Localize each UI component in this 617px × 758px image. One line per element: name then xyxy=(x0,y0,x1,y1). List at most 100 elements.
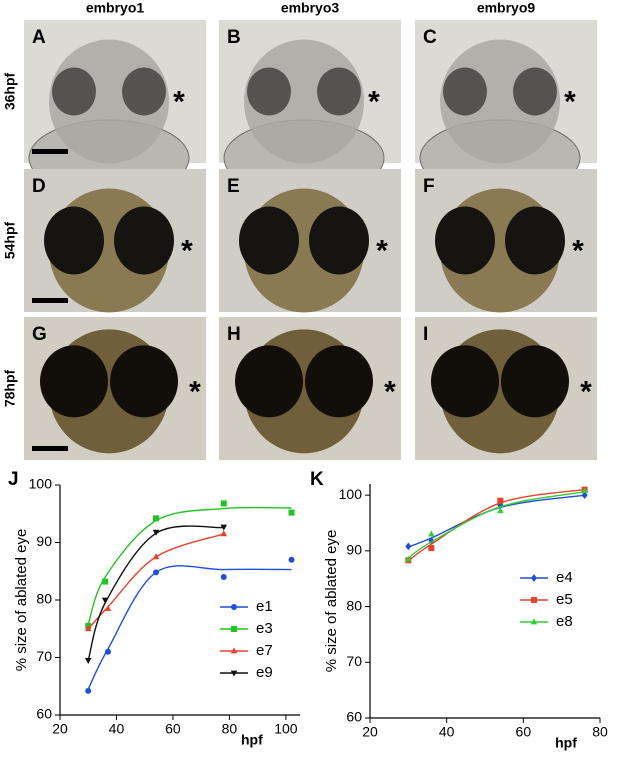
row-label: 54hpf xyxy=(2,221,18,259)
marker xyxy=(288,509,295,516)
legend-label: e7 xyxy=(256,642,273,659)
marker xyxy=(581,487,588,494)
fit-line xyxy=(407,488,585,562)
eye xyxy=(40,345,108,418)
eye xyxy=(44,206,104,275)
eye xyxy=(443,67,487,116)
column-header: embryo1 xyxy=(86,0,145,16)
panel-letter: K xyxy=(310,469,324,490)
marker xyxy=(497,497,504,504)
marker xyxy=(428,545,435,552)
panel-letter: C xyxy=(423,27,437,48)
legend-label: e3 xyxy=(256,620,273,637)
marker xyxy=(405,555,412,562)
eye xyxy=(435,206,495,275)
legend-marker xyxy=(230,670,238,677)
panel-letter: I xyxy=(423,324,428,345)
eye xyxy=(305,345,373,418)
legend-marker xyxy=(530,618,538,625)
eye xyxy=(513,67,557,116)
marker xyxy=(405,542,412,551)
x-tick-label: 20 xyxy=(362,724,378,740)
y-tick-label: 70 xyxy=(36,648,52,664)
column-header: embryo9 xyxy=(477,0,536,16)
marker xyxy=(153,569,159,576)
panel-letter: A xyxy=(32,27,46,48)
marker xyxy=(220,574,227,580)
marker xyxy=(104,605,112,612)
y-tick-label: 100 xyxy=(29,476,53,492)
eye xyxy=(431,345,499,418)
y-tick-label: 80 xyxy=(346,597,362,613)
fit-line xyxy=(407,491,585,559)
legend-marker xyxy=(531,574,537,582)
asterisk: * xyxy=(189,375,201,408)
asterisk: * xyxy=(384,375,396,408)
asterisk: * xyxy=(580,375,592,408)
legend-label: e4 xyxy=(556,569,573,586)
x-tick-label: 40 xyxy=(109,721,125,737)
panel-letter: J xyxy=(8,469,19,490)
x-tick-label: 60 xyxy=(165,721,181,737)
legend-label: e1 xyxy=(256,598,273,615)
fit-line xyxy=(87,533,224,630)
legend-label: e5 xyxy=(556,591,573,608)
legend-marker xyxy=(531,597,537,603)
y-tick-label: 90 xyxy=(36,533,52,549)
eye xyxy=(505,206,565,275)
asterisk: * xyxy=(368,85,380,118)
panel-letter: H xyxy=(227,324,241,345)
eye xyxy=(110,345,178,418)
marker xyxy=(101,597,109,604)
eye xyxy=(52,67,96,116)
x-axis-label: hpf xyxy=(555,735,577,751)
panel-letter: E xyxy=(227,176,240,197)
eye xyxy=(317,67,361,116)
eye xyxy=(235,345,303,418)
eye xyxy=(122,67,166,116)
marker xyxy=(428,530,435,537)
legend-label: e9 xyxy=(256,664,273,681)
marker xyxy=(220,500,227,507)
marker xyxy=(84,657,92,664)
eye xyxy=(309,206,369,275)
panel-letter: F xyxy=(423,176,435,197)
asterisk: * xyxy=(181,234,193,267)
marker xyxy=(152,529,160,536)
scale-bar xyxy=(32,149,68,154)
marker xyxy=(84,625,92,632)
x-axis-label: hpf xyxy=(241,732,263,748)
row-label: 36hpf xyxy=(2,72,18,110)
marker xyxy=(152,553,160,560)
x-tick-label: 80 xyxy=(592,724,608,740)
x-tick-label: 40 xyxy=(439,724,455,740)
eye xyxy=(501,345,569,418)
y-tick-label: 90 xyxy=(346,542,362,558)
eye xyxy=(114,206,174,275)
y-tick-label: 60 xyxy=(346,709,362,725)
x-tick-label: 20 xyxy=(52,721,68,737)
panel-letter: D xyxy=(32,176,46,197)
marker xyxy=(153,515,159,522)
row-label: 78hpf xyxy=(2,369,18,407)
marker xyxy=(220,524,228,531)
marker xyxy=(220,530,228,537)
legend-marker xyxy=(231,626,237,632)
eye xyxy=(247,67,291,116)
column-header: embryo3 xyxy=(281,0,340,16)
marker xyxy=(105,648,111,655)
marker xyxy=(288,556,295,563)
legend-marker xyxy=(231,604,237,610)
eye xyxy=(239,206,299,275)
y-axis-label: % size of ablated eye xyxy=(323,530,340,673)
y-tick-label: 80 xyxy=(36,591,52,607)
asterisk: * xyxy=(173,85,185,118)
x-tick-label: 80 xyxy=(222,721,238,737)
asterisk: * xyxy=(564,85,576,118)
fit-line xyxy=(87,525,224,661)
legend-marker xyxy=(230,647,238,654)
x-tick-label: 100 xyxy=(274,721,298,737)
asterisk: * xyxy=(376,234,388,267)
marker xyxy=(102,578,109,585)
